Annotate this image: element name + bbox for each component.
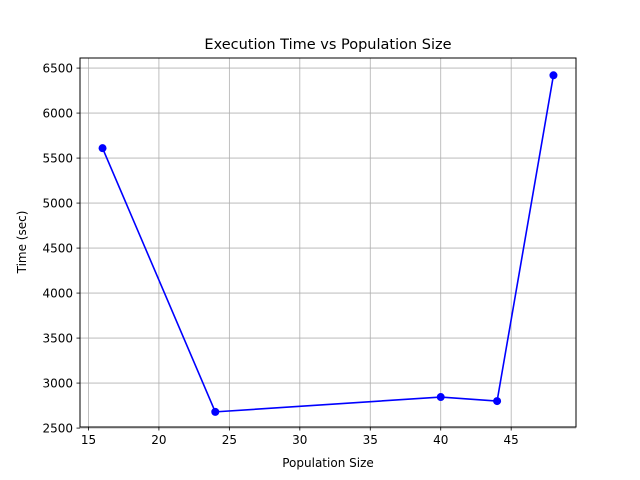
y-tick-label: 5000 xyxy=(42,197,73,211)
data-point xyxy=(493,397,502,406)
data-point xyxy=(98,144,107,153)
y-tick-label: 6500 xyxy=(42,62,73,76)
y-tick-label: 5500 xyxy=(42,152,73,166)
series-layer xyxy=(98,71,558,416)
x-tick-label: 15 xyxy=(81,433,96,447)
y-tick-label: 4000 xyxy=(42,287,73,301)
plot-frame xyxy=(79,57,577,428)
y-tick-label: 3000 xyxy=(42,377,73,391)
x-axis-label: Population Size xyxy=(282,456,374,470)
y-tick-label: 3500 xyxy=(42,332,73,346)
chart-title: Execution Time vs Population Size xyxy=(204,37,451,53)
x-tick-label: 20 xyxy=(151,433,166,447)
x-axis: 15 20 25 30 35 40 45 xyxy=(81,427,519,447)
data-point xyxy=(211,407,220,416)
y-axis-label: Time (sec) xyxy=(15,211,29,275)
y-tick-label: 4500 xyxy=(42,242,73,256)
grid-lines xyxy=(80,58,576,429)
x-tick-label: 35 xyxy=(363,433,378,447)
data-point xyxy=(436,393,445,402)
y-tick-label: 6000 xyxy=(42,107,73,121)
x-tick-label: 30 xyxy=(292,433,307,447)
x-tick-label: 45 xyxy=(504,433,519,447)
y-axis: 2500 3000 3500 4000 4500 5000 5500 6000 6500 xyxy=(42,62,80,436)
x-tick-label: 40 xyxy=(433,433,448,447)
x-tick-label: 25 xyxy=(222,433,237,447)
data-point xyxy=(549,71,558,80)
y-tick-label: 2500 xyxy=(42,422,73,436)
